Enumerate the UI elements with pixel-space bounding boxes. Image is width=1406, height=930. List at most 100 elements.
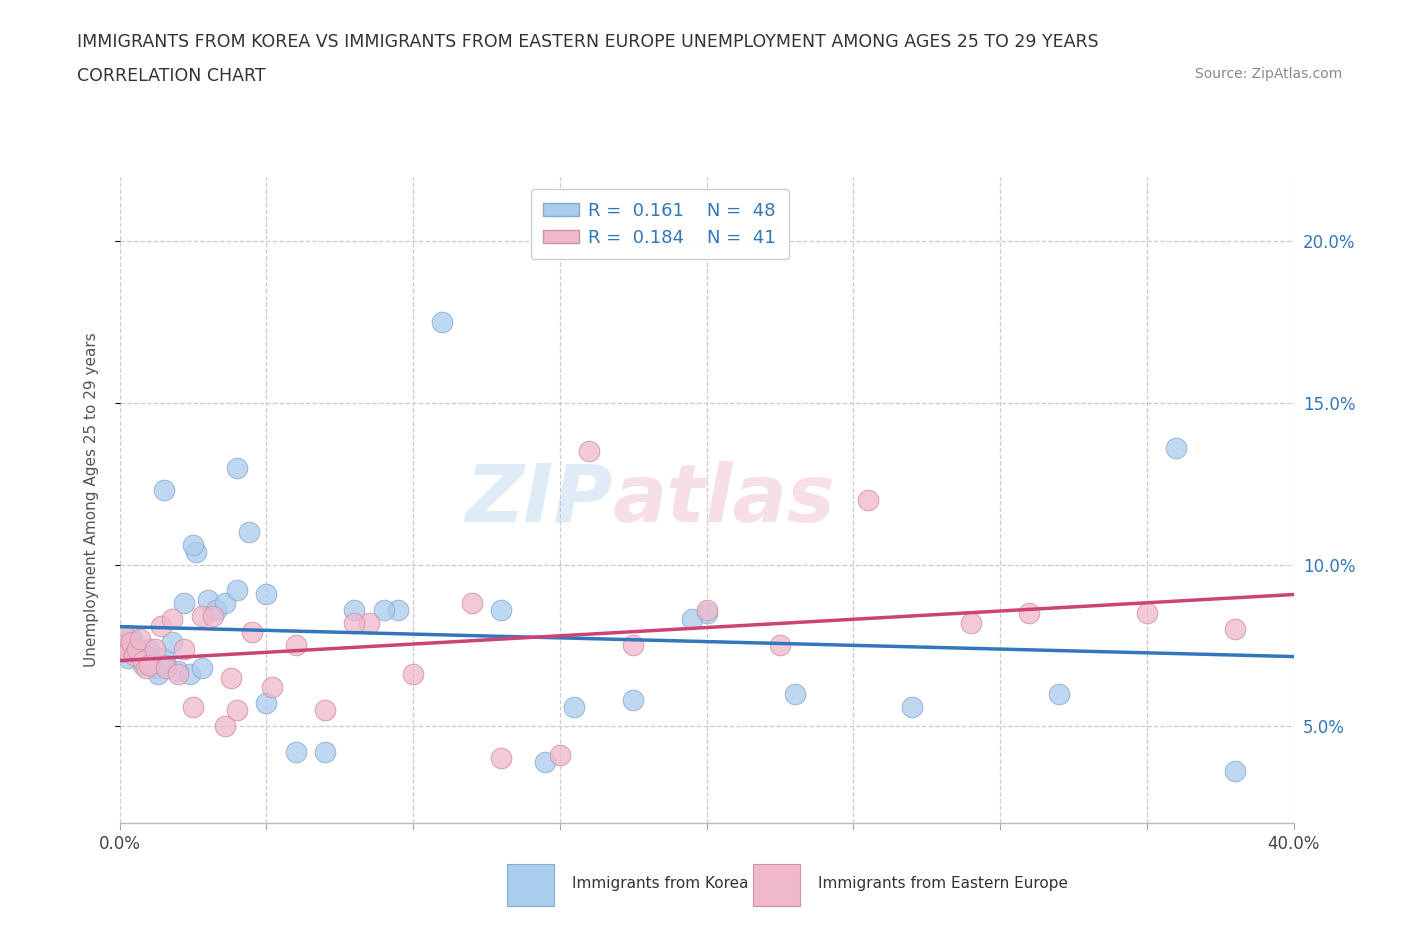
Text: Source: ZipAtlas.com: Source: ZipAtlas.com bbox=[1195, 67, 1343, 81]
Text: Immigrants from Eastern Europe: Immigrants from Eastern Europe bbox=[818, 876, 1069, 891]
Point bbox=[138, 658, 160, 672]
Point bbox=[1223, 764, 1246, 778]
Point bbox=[314, 702, 336, 717]
Point bbox=[1047, 686, 1070, 701]
Point bbox=[357, 616, 380, 631]
Point bbox=[162, 634, 184, 649]
Point bbox=[135, 660, 157, 675]
Point bbox=[225, 583, 249, 598]
Text: ZIP: ZIP bbox=[465, 461, 613, 538]
Point bbox=[190, 609, 212, 624]
Point bbox=[696, 605, 718, 620]
Point bbox=[117, 644, 139, 659]
Point bbox=[1164, 441, 1187, 456]
Point bbox=[155, 660, 177, 675]
Point bbox=[225, 460, 249, 475]
Point bbox=[1136, 605, 1159, 620]
Point bbox=[114, 628, 136, 643]
Point bbox=[205, 603, 228, 618]
Point bbox=[129, 631, 152, 646]
Point bbox=[135, 647, 157, 662]
FancyBboxPatch shape bbox=[754, 864, 800, 906]
Point bbox=[769, 638, 792, 653]
Point bbox=[111, 638, 134, 653]
Point bbox=[621, 638, 644, 653]
Point bbox=[143, 641, 166, 656]
Point bbox=[284, 745, 307, 760]
Point bbox=[373, 603, 395, 618]
Text: IMMIGRANTS FROM KOREA VS IMMIGRANTS FROM EASTERN EUROPE UNEMPLOYMENT AMONG AGES : IMMIGRANTS FROM KOREA VS IMMIGRANTS FROM… bbox=[77, 33, 1099, 50]
Point bbox=[149, 618, 172, 633]
Point bbox=[120, 634, 142, 649]
Point bbox=[127, 641, 149, 656]
Text: CORRELATION CHART: CORRELATION CHART bbox=[77, 67, 266, 85]
Point bbox=[122, 647, 145, 662]
Point bbox=[152, 483, 174, 498]
Point bbox=[254, 696, 277, 711]
Point bbox=[534, 754, 557, 769]
Point bbox=[402, 667, 425, 682]
Point bbox=[181, 699, 204, 714]
Point bbox=[1018, 605, 1040, 620]
Point bbox=[959, 616, 981, 631]
Point bbox=[132, 658, 155, 672]
Point bbox=[284, 638, 307, 653]
Point bbox=[578, 444, 600, 458]
Y-axis label: Unemployment Among Ages 25 to 29 years: Unemployment Among Ages 25 to 29 years bbox=[84, 333, 98, 667]
Point bbox=[696, 603, 718, 618]
Point bbox=[122, 634, 145, 649]
Point bbox=[179, 667, 201, 682]
Point bbox=[856, 493, 879, 508]
Text: atlas: atlas bbox=[613, 461, 835, 538]
Point bbox=[120, 628, 142, 643]
Point bbox=[901, 699, 924, 714]
Point bbox=[548, 748, 571, 763]
Point bbox=[225, 702, 249, 717]
Point bbox=[489, 751, 512, 766]
Point bbox=[432, 314, 454, 329]
Point bbox=[111, 644, 134, 659]
FancyBboxPatch shape bbox=[508, 864, 554, 906]
Point bbox=[190, 660, 212, 675]
Point bbox=[117, 651, 139, 666]
Point bbox=[167, 667, 190, 682]
Point bbox=[681, 612, 703, 627]
Point bbox=[564, 699, 586, 714]
Point bbox=[173, 641, 195, 656]
Point bbox=[143, 660, 166, 675]
Point bbox=[314, 745, 336, 760]
Point bbox=[162, 612, 184, 627]
Point bbox=[197, 592, 219, 607]
Point bbox=[129, 644, 152, 659]
Point bbox=[114, 638, 136, 653]
Point bbox=[489, 603, 512, 618]
Point bbox=[783, 686, 806, 701]
Point bbox=[387, 603, 409, 618]
Legend: R =  0.161    N =  48, R =  0.184    N =  41: R = 0.161 N = 48, R = 0.184 N = 41 bbox=[530, 189, 789, 259]
Point bbox=[184, 544, 207, 559]
Point bbox=[141, 654, 163, 669]
Point bbox=[254, 586, 277, 601]
Text: Immigrants from Korea: Immigrants from Korea bbox=[571, 876, 748, 891]
Point bbox=[343, 603, 366, 618]
Point bbox=[240, 625, 263, 640]
Point bbox=[181, 538, 204, 552]
Point bbox=[1223, 622, 1246, 637]
Point bbox=[621, 693, 644, 708]
Point bbox=[132, 654, 155, 669]
Point bbox=[127, 641, 149, 656]
Point bbox=[152, 651, 174, 666]
Point bbox=[167, 664, 190, 679]
Point bbox=[219, 671, 242, 685]
Point bbox=[262, 680, 284, 695]
Point bbox=[202, 609, 225, 624]
Point bbox=[138, 641, 160, 656]
Point bbox=[146, 667, 169, 682]
Point bbox=[214, 719, 236, 734]
Point bbox=[155, 658, 177, 672]
Point bbox=[173, 596, 195, 611]
Point bbox=[343, 616, 366, 631]
Point bbox=[460, 596, 484, 611]
Point bbox=[238, 525, 260, 539]
Point bbox=[214, 596, 236, 611]
